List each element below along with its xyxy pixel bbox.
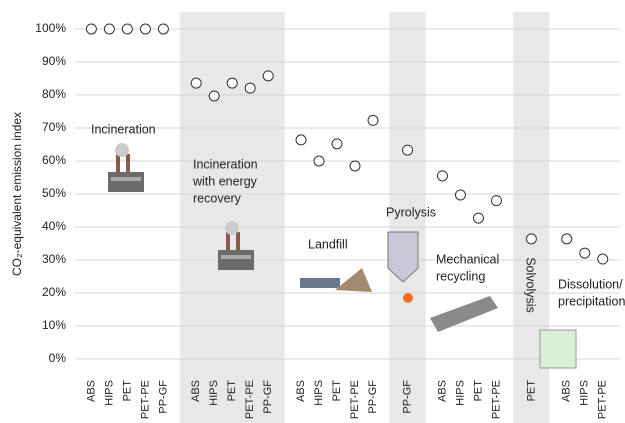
x-tick-label: PET-PE [349, 380, 361, 419]
point [580, 248, 590, 258]
icon [236, 232, 240, 250]
x-tick-label: PET [121, 380, 133, 402]
point [158, 24, 168, 34]
x-tick-label: PP-GF [157, 380, 169, 414]
icon [300, 278, 340, 288]
x-tick-label: HIPS [208, 380, 220, 406]
y-tick-label: 70% [42, 120, 66, 134]
group-label: Incineration [193, 157, 258, 171]
point [263, 71, 273, 81]
icon [430, 296, 498, 332]
chart: CO₂-equivalent emission index 0% 10% 20% 30… [0, 0, 625, 423]
group-label: Landfill [308, 237, 348, 251]
x-tick-label: PET-PE [597, 380, 609, 419]
icon [540, 330, 576, 368]
x-tick-label: ABS [561, 380, 573, 402]
y-tick-label: 100% [35, 21, 66, 35]
x-tick-label: HIPS [103, 380, 115, 406]
y-tick-label: 0% [49, 351, 67, 365]
icons [108, 143, 576, 368]
icon [111, 177, 141, 181]
point [245, 83, 255, 93]
y-tick-label: 20% [42, 285, 66, 299]
point [526, 234, 536, 244]
bands [180, 12, 550, 423]
x-tick-label: PET [472, 380, 484, 402]
point [104, 24, 114, 34]
y-tick-label: 50% [42, 186, 66, 200]
x-tick-label: ABS [436, 380, 448, 402]
x-tick-label: PET [226, 380, 238, 402]
point [455, 190, 465, 200]
point [140, 24, 150, 34]
point [296, 135, 306, 145]
x-tick-label: PP-GF [401, 380, 413, 414]
icon [221, 255, 251, 259]
point [350, 161, 360, 171]
icon [218, 250, 254, 270]
group-label: precipitation [558, 294, 625, 308]
x-tick-label: PET [525, 380, 537, 402]
y-tick-label: 90% [42, 54, 66, 68]
point [209, 91, 219, 101]
point [332, 139, 342, 149]
group-label: with energy [192, 174, 258, 188]
group-label: Dissolution/ [558, 277, 623, 291]
point [122, 24, 132, 34]
x-tick-label: ABS [190, 380, 202, 402]
group-label: Pyrolysis [386, 205, 436, 219]
x-tick-label: HIPS [313, 380, 325, 406]
point [368, 115, 378, 125]
y-tick-label: 60% [42, 153, 66, 167]
group-label: Mechanical [436, 252, 499, 266]
group-label: Solvolysis [524, 257, 538, 313]
icon [116, 154, 120, 172]
point [437, 171, 447, 181]
icon [225, 221, 239, 235]
y-tick-label: 40% [42, 219, 66, 233]
group-label: Incineration [91, 122, 156, 136]
x-tick-label: HIPS [454, 380, 466, 406]
point [403, 145, 413, 155]
point [491, 196, 501, 206]
point [86, 24, 96, 34]
icon [115, 143, 129, 157]
y-tick-label: 30% [42, 252, 66, 266]
y-tick-label: 80% [42, 87, 66, 101]
x-tick-label: HIPS [579, 380, 591, 406]
x-tick-label: PET [331, 380, 343, 402]
point [227, 78, 237, 88]
x-tick-label: ABS [295, 380, 307, 402]
icon [403, 293, 413, 303]
x-tick-label: PP-GF [367, 380, 379, 414]
point [473, 213, 483, 223]
point [314, 156, 324, 166]
y-axis-label: CO₂-equivalent emission index [10, 112, 24, 276]
group-label: recovery [193, 191, 242, 205]
point [598, 254, 608, 264]
icon [108, 172, 144, 192]
x-tick-label: PP-GF [262, 380, 274, 414]
point [191, 78, 201, 88]
icon [126, 154, 130, 172]
group-label: recycling [436, 269, 485, 283]
point [562, 234, 572, 244]
x-tick-label: PET-PE [244, 380, 256, 419]
icon [226, 232, 230, 250]
y-tick-label: 10% [42, 318, 66, 332]
x-tick-label: PET-PE [490, 380, 502, 419]
icon [335, 268, 372, 292]
x-tick-label: ABS [85, 380, 97, 402]
x-tick-label: PET-PE [139, 380, 151, 419]
